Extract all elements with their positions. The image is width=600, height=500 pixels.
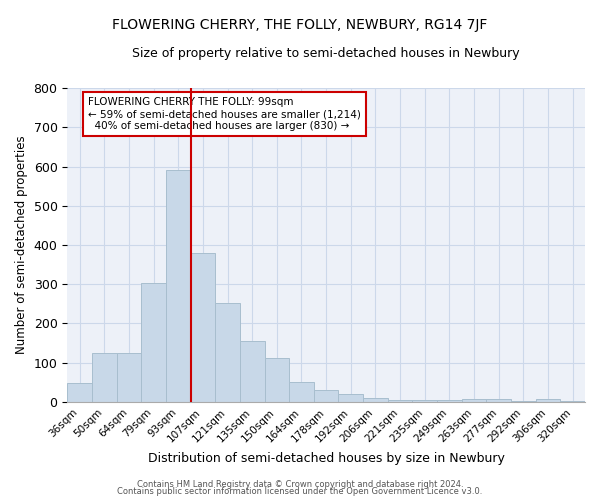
Bar bbox=[265, 358, 289, 402]
Bar bbox=[92, 353, 116, 402]
Bar bbox=[215, 303, 240, 402]
Title: Size of property relative to semi-detached houses in Newbury: Size of property relative to semi-detach… bbox=[133, 48, 520, 60]
Bar bbox=[412, 400, 437, 402]
Bar bbox=[462, 399, 487, 402]
Bar bbox=[536, 399, 560, 402]
Text: Contains HM Land Registry data © Crown copyright and database right 2024.: Contains HM Land Registry data © Crown c… bbox=[137, 480, 463, 489]
Bar bbox=[363, 398, 388, 402]
Bar bbox=[67, 383, 92, 402]
Bar bbox=[487, 399, 511, 402]
Bar bbox=[388, 400, 412, 402]
Bar bbox=[141, 284, 166, 402]
X-axis label: Distribution of semi-detached houses by size in Newbury: Distribution of semi-detached houses by … bbox=[148, 452, 505, 465]
Text: FLOWERING CHERRY THE FOLLY: 99sqm
← 59% of semi-detached houses are smaller (1,2: FLOWERING CHERRY THE FOLLY: 99sqm ← 59% … bbox=[88, 98, 361, 130]
Bar bbox=[338, 394, 363, 402]
Bar bbox=[240, 341, 265, 402]
Bar bbox=[116, 353, 141, 402]
Bar bbox=[314, 390, 338, 402]
Bar bbox=[289, 382, 314, 402]
Text: Contains public sector information licensed under the Open Government Licence v3: Contains public sector information licen… bbox=[118, 487, 482, 496]
Bar bbox=[166, 170, 191, 402]
Bar bbox=[437, 400, 462, 402]
Text: FLOWERING CHERRY, THE FOLLY, NEWBURY, RG14 7JF: FLOWERING CHERRY, THE FOLLY, NEWBURY, RG… bbox=[112, 18, 488, 32]
Y-axis label: Number of semi-detached properties: Number of semi-detached properties bbox=[15, 136, 28, 354]
Bar bbox=[560, 401, 585, 402]
Bar bbox=[191, 253, 215, 402]
Bar bbox=[511, 401, 536, 402]
